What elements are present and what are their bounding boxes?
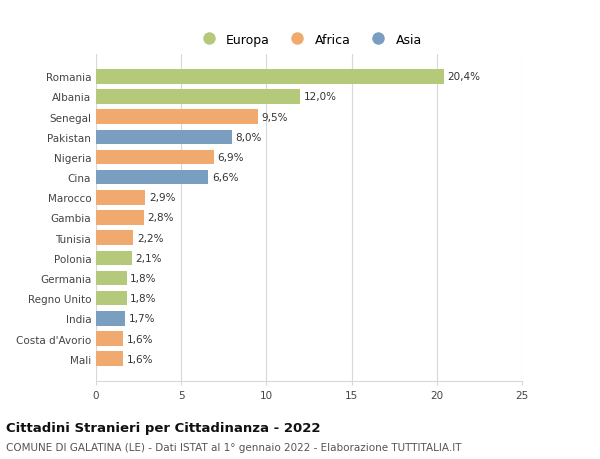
Bar [96,110,258,125]
Bar [96,291,127,306]
Text: 2,2%: 2,2% [137,233,163,243]
Text: 1,8%: 1,8% [130,274,157,283]
Text: 9,5%: 9,5% [261,112,288,123]
Text: 6,9%: 6,9% [217,153,244,162]
Bar [96,130,232,145]
Bar [96,171,208,185]
Bar [96,190,145,205]
Bar [96,151,214,165]
Legend: Europa, Africa, Asia: Europa, Africa, Asia [191,29,427,52]
Bar [96,311,125,326]
Text: Cittadini Stranieri per Cittadinanza - 2022: Cittadini Stranieri per Cittadinanza - 2… [6,421,320,434]
Text: 2,1%: 2,1% [135,253,161,263]
Bar [96,271,127,285]
Text: 1,8%: 1,8% [130,294,157,303]
Text: 2,8%: 2,8% [147,213,173,223]
Text: 1,7%: 1,7% [128,313,155,324]
Bar [96,231,133,246]
Bar [96,90,301,105]
Bar [96,331,123,346]
Text: 20,4%: 20,4% [447,72,480,82]
Bar [96,70,443,84]
Text: 2,9%: 2,9% [149,193,175,203]
Bar [96,211,144,225]
Text: 8,0%: 8,0% [236,133,262,142]
Text: 12,0%: 12,0% [304,92,337,102]
Bar [96,251,132,265]
Text: 1,6%: 1,6% [127,334,153,344]
Bar [96,352,123,366]
Text: 1,6%: 1,6% [127,354,153,364]
Text: 6,6%: 6,6% [212,173,238,183]
Text: COMUNE DI GALATINA (LE) - Dati ISTAT al 1° gennaio 2022 - Elaborazione TUTTITALI: COMUNE DI GALATINA (LE) - Dati ISTAT al … [6,442,461,452]
